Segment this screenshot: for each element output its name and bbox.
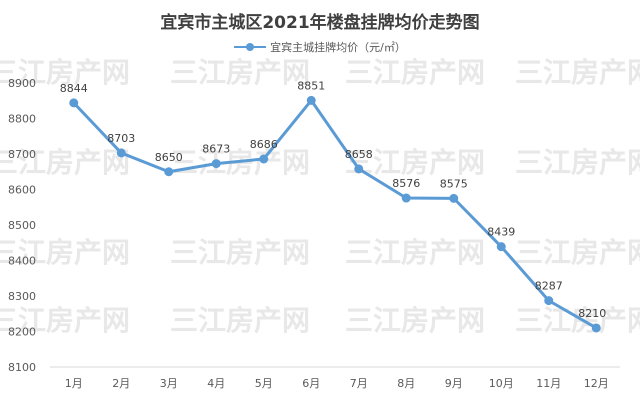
watermark-text: 三江房产网 xyxy=(345,304,485,337)
watermark-text: 三江房产网 xyxy=(515,236,640,269)
x-tick-label: 4月 xyxy=(207,377,225,390)
axes: 8100 8200 8300 8400 8500 8600 8700 8800 8900 1月 2月… xyxy=(8,77,620,390)
watermark-text: 三江房产网 xyxy=(170,56,310,89)
data-point xyxy=(259,154,269,164)
watermark-text: 三江房产网 xyxy=(0,56,130,89)
data-label: 8575 xyxy=(440,177,468,190)
y-tick-label: 8700 xyxy=(8,148,36,161)
legend-label: 宜宾主城挂牌均价（元/㎡） xyxy=(270,41,406,54)
chart-legend: 宜宾主城挂牌均价（元/㎡） xyxy=(0,39,640,55)
watermark-text: 三江房产网 xyxy=(0,236,130,269)
watermark-text: 三江房产网 xyxy=(515,146,640,179)
data-label: 8439 xyxy=(487,226,515,239)
x-tick-label: 11月 xyxy=(536,377,561,390)
data-label: 8673 xyxy=(202,143,230,156)
y-tick-label: 8200 xyxy=(8,326,36,339)
data-label: 8851 xyxy=(297,79,325,92)
data-point xyxy=(211,159,221,169)
x-tick-label: 6月 xyxy=(302,377,320,390)
data-label: 8686 xyxy=(250,138,278,151)
y-tick-label: 8500 xyxy=(8,219,36,232)
y-tick-label: 8900 xyxy=(8,77,36,90)
watermark-text: 三江房产网 xyxy=(0,146,130,179)
data-point xyxy=(496,242,506,252)
data-point xyxy=(449,193,459,203)
watermark-text: 三江房产网 xyxy=(170,304,310,337)
data-label: 8658 xyxy=(345,148,373,161)
watermark-text: 三江房产网 xyxy=(0,304,130,337)
x-tick-label: 10月 xyxy=(489,377,514,390)
watermark-text: 三江房产网 xyxy=(170,236,310,269)
data-label: 8703 xyxy=(107,132,135,145)
data-point xyxy=(116,148,126,158)
data-point xyxy=(591,323,601,333)
data-label: 8650 xyxy=(155,151,183,164)
y-tick-label: 8300 xyxy=(8,290,36,303)
x-tick-label: 8月 xyxy=(397,377,415,390)
x-tick-label: 9月 xyxy=(445,377,463,390)
y-tick-label: 8400 xyxy=(8,255,36,268)
x-tick-label: 2月 xyxy=(112,377,130,390)
watermark-text: 三江房产网 xyxy=(345,236,485,269)
data-point xyxy=(306,95,316,105)
watermark-text: 三江房产网 xyxy=(515,304,640,337)
data-point xyxy=(69,98,79,108)
watermark-text: 三江房产网 xyxy=(515,56,640,89)
watermark-text: 三江房产网 xyxy=(345,56,485,89)
data-point xyxy=(164,167,174,177)
chart-title: 宜宾市主城区2021年楼盘挂牌均价走势图 xyxy=(160,13,480,33)
y-tick-label: 8600 xyxy=(8,184,36,197)
data-point xyxy=(544,296,554,306)
data-point xyxy=(354,164,364,174)
series-layer: 8844 8703 8650 8673 8686 8851 8658 8576 8575 8439… xyxy=(60,79,606,333)
data-point xyxy=(401,193,411,203)
x-tick-label: 12月 xyxy=(584,377,609,390)
data-label: 8576 xyxy=(392,177,420,190)
data-label: 8287 xyxy=(535,280,563,293)
series-line xyxy=(72,98,597,330)
x-tick-label: 3月 xyxy=(160,377,178,390)
x-tick-label: 5月 xyxy=(255,377,273,390)
data-label: 8210 xyxy=(578,307,606,320)
x-tick-label: 1月 xyxy=(65,377,83,390)
x-tick-label: 7月 xyxy=(350,377,368,390)
data-label: 8844 xyxy=(60,82,88,95)
y-tick-label: 8800 xyxy=(8,113,36,126)
legend-marker xyxy=(234,42,267,52)
y-tick-label: 8100 xyxy=(8,361,36,374)
